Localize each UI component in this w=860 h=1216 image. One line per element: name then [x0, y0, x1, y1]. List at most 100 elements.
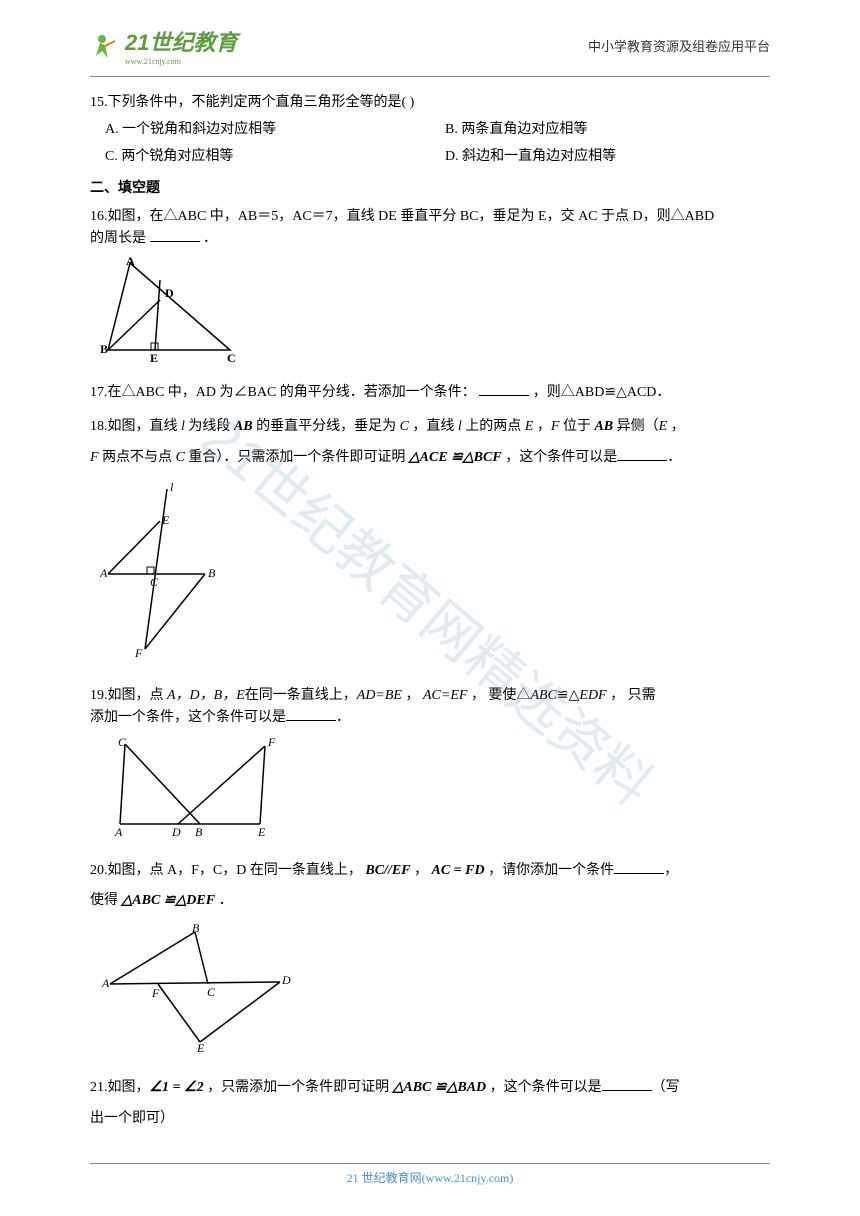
- q15-option-d: D. 斜边和一直角边对应相等: [430, 144, 770, 170]
- q18-diagram: l E A C B F: [100, 479, 770, 677]
- q19-a: 19.如图，点: [90, 688, 167, 703]
- svg-text:A: A: [101, 976, 110, 990]
- q15-option-a: A. 一个锐角和斜边对应相等: [90, 117, 430, 143]
- logo-icon: [90, 31, 120, 61]
- q18-cv: C: [400, 419, 409, 434]
- q19-edf: EDF: [579, 688, 606, 703]
- svg-text:B: B: [195, 825, 203, 839]
- svg-text:C: C: [150, 575, 159, 589]
- q19-ad: AD=BE: [357, 688, 402, 703]
- svg-text:l: l: [170, 480, 174, 494]
- q20-abc: △ABC ≌△DEF: [122, 893, 216, 908]
- q18-ab: AB: [234, 419, 253, 434]
- q18-ev2: E: [659, 419, 668, 434]
- svg-text:B: B: [208, 566, 216, 580]
- svg-text:D: D: [171, 825, 181, 839]
- q20-d: ，: [664, 863, 678, 878]
- q21-angle: ∠1 = ∠2: [150, 1080, 204, 1095]
- q18-blank: [617, 447, 667, 461]
- svg-text:B: B: [192, 922, 200, 935]
- q17-blank: [479, 382, 529, 396]
- q19-d: ， 要使△: [467, 688, 530, 703]
- svg-text:E: E: [196, 1041, 205, 1052]
- q18-k: 重合）．只需添加一个条件即可证明: [185, 450, 409, 465]
- question-18: 18.如图，直线 l 为线段 AB 的垂直平分线，垂足为 C ，直线 l 上的两…: [90, 412, 770, 676]
- q18-j: 两点不与点: [99, 450, 176, 465]
- q18-l3: ，这个条件可以是: [502, 450, 618, 465]
- q16-diagram: A B E D C: [100, 255, 770, 373]
- svg-text:C: C: [118, 735, 127, 749]
- q18-fv2: F: [90, 450, 99, 465]
- q18-h: 异侧（: [613, 419, 659, 434]
- q20-f: ．: [215, 893, 233, 908]
- q16-blank: [150, 228, 200, 242]
- q19-c: ，: [402, 688, 423, 703]
- q20-e: 使得: [90, 893, 122, 908]
- svg-text:B: B: [100, 342, 108, 356]
- question-20: 20.如图，点 A，F，C，D 在同一条直线上， BC//EF ， AC = F…: [90, 856, 770, 1065]
- q19-blank: [286, 707, 336, 721]
- question-21: 21.如图，∠1 = ∠2 ，只需添加一个条件即可证明 △ABC ≌△BAD ，…: [90, 1073, 770, 1135]
- q19-e: ≌△: [557, 688, 580, 703]
- q21-blank: [602, 1077, 652, 1091]
- question-19: 19.如图，点 A，D，B，E在同一条直线上，AD=BE ， AC=EF ， 要…: [90, 685, 770, 848]
- q21-e: 出一个即可）: [90, 1111, 174, 1126]
- svg-text:D: D: [165, 286, 174, 300]
- svg-text:A: A: [100, 566, 108, 580]
- question-17: 17.在△ABC 中，AD 为∠BAC 的角平分线．若添加一个条件： ，则△AB…: [90, 382, 770, 404]
- svg-text:C: C: [207, 985, 216, 999]
- q17-text-b: ，则△ABD≌△ACD．: [533, 385, 671, 400]
- svg-text:F: F: [134, 646, 143, 660]
- q20-a: 20.如图，点 A，F，C，D 在同一条直线上，: [90, 863, 365, 878]
- q18-b: 为线段: [185, 419, 234, 434]
- svg-text:E: E: [257, 825, 266, 839]
- q19-ac: AC=EF: [423, 688, 467, 703]
- svg-text:F: F: [267, 735, 276, 749]
- q19-abc: ABC: [530, 688, 556, 703]
- content-area: 15.下列条件中，不能判定两个直角三角形全等的是( ) A. 一个锐角和斜边对应…: [0, 77, 860, 1135]
- page-footer: 21 世纪教育网(www.21cnjy.com): [90, 1163, 770, 1186]
- q17-text-a: 17.在△ABC 中，AD 为∠BAC 的角平分线．若添加一个条件：: [90, 385, 476, 400]
- q20-bc: BC//EF: [365, 863, 410, 878]
- svg-text:E: E: [161, 513, 170, 527]
- section-2-title: 二、填空题: [90, 178, 770, 200]
- svg-text:D: D: [281, 973, 291, 987]
- q21-a: 21.如图，: [90, 1080, 150, 1095]
- q16-line1: 16.如图，在△ABC 中，AB＝5，AC＝7，直线 DE 垂直平分 BC，垂足…: [90, 209, 714, 224]
- svg-text:E: E: [150, 351, 158, 365]
- q21-b: ，只需添加一个条件即可证明: [204, 1080, 393, 1095]
- q18-cv2: C: [176, 450, 185, 465]
- q20-ac: AC = FD: [432, 863, 485, 878]
- q20-blank: [614, 860, 664, 874]
- svg-text:A: A: [114, 825, 123, 839]
- q19-b: 在同一条直线上，: [245, 688, 357, 703]
- q18-f: ，: [533, 419, 551, 434]
- question-15: 15.下列条件中，不能判定两个直角三角形全等的是( ) A. 一个锐角和斜边对应…: [90, 92, 770, 170]
- q20-c: ，请你添加一个条件: [485, 863, 615, 878]
- svg-text:C: C: [227, 351, 235, 365]
- q18-d: ，直线: [409, 419, 458, 434]
- q16-text: 16.如图，在△ABC 中，AB＝5，AC＝7，直线 DE 垂直平分 BC，垂足…: [90, 206, 770, 251]
- q18-i: ，: [667, 419, 685, 434]
- q19-pts: A，D，B，E: [167, 688, 245, 703]
- q21-abc: △ABC ≌△BAD: [393, 1080, 487, 1095]
- q20-b: ，: [411, 863, 432, 878]
- logo: 21世纪教育 www.21cnjy.com: [90, 25, 237, 66]
- q15-text: 15.下列条件中，不能判定两个直角三角形全等的是( ): [90, 92, 770, 114]
- svg-text:A: A: [126, 255, 135, 268]
- logo-text: 21世纪教育: [125, 25, 237, 57]
- svg-text:F: F: [151, 986, 160, 1000]
- q18-ace: △ACE ≌△BCF: [409, 450, 502, 465]
- q19-diagram: C F A D B E: [100, 734, 770, 847]
- q21-d: （写: [652, 1080, 680, 1095]
- question-16: 16.如图，在△ABC 中，AB＝5，AC＝7，直线 DE 垂直平分 BC，垂足…: [90, 206, 770, 374]
- q18-c: 的垂直平分线，垂足为: [253, 419, 400, 434]
- q16-end: ．: [203, 231, 217, 246]
- header-right-text: 中小学教育资源及组卷应用平台: [588, 36, 770, 55]
- q16-line2: 的周长是: [90, 231, 146, 246]
- q15-option-b: B. 两条直角边对应相等: [430, 117, 770, 143]
- page-header: 21世纪教育 www.21cnjy.com 中小学教育资源及组卷应用平台: [90, 0, 770, 77]
- q18-e: 上的两点: [462, 419, 525, 434]
- q18-m: ．: [667, 450, 681, 465]
- q18-g: 位于: [559, 419, 594, 434]
